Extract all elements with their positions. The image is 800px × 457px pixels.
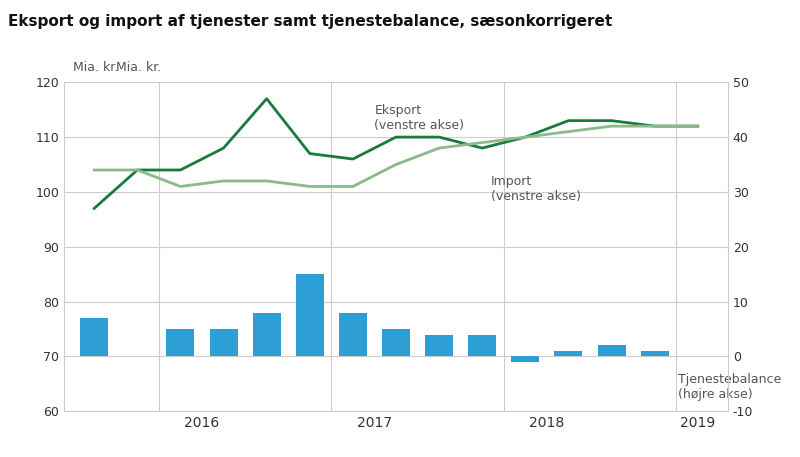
Bar — [511, 356, 539, 362]
Text: Eksport
(venstre akse): Eksport (venstre akse) — [374, 104, 465, 132]
Text: Mia. kr.: Mia. kr. — [116, 61, 161, 74]
Bar — [425, 335, 453, 356]
Text: Mia. kr.: Mia. kr. — [73, 61, 118, 74]
Bar — [382, 329, 410, 356]
Bar — [210, 329, 238, 356]
Bar — [339, 313, 367, 356]
Bar — [554, 351, 582, 356]
Text: Eksport og import af tjenester samt tjenestebalance, sæsonkorrigeret: Eksport og import af tjenester samt tjen… — [8, 14, 612, 29]
Bar — [641, 351, 669, 356]
Text: Import
(venstre akse): Import (venstre akse) — [491, 175, 581, 203]
Bar — [253, 313, 281, 356]
Bar — [468, 335, 496, 356]
Bar — [598, 345, 626, 356]
Text: Tjenestebalance
(højre akse): Tjenestebalance (højre akse) — [678, 373, 782, 401]
Bar — [166, 329, 194, 356]
Bar — [296, 274, 324, 356]
Bar — [80, 318, 108, 356]
